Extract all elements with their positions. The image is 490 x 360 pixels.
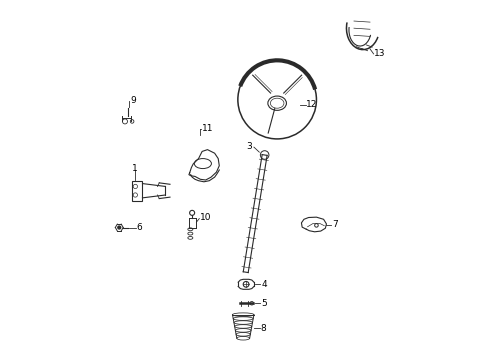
Text: 7: 7 bbox=[332, 220, 338, 229]
Text: 13: 13 bbox=[374, 49, 386, 58]
Text: 6: 6 bbox=[137, 223, 143, 232]
Text: 4: 4 bbox=[261, 280, 267, 289]
Text: 8: 8 bbox=[260, 324, 266, 333]
Text: 5: 5 bbox=[261, 299, 267, 308]
Text: 1: 1 bbox=[132, 164, 138, 173]
Text: 11: 11 bbox=[202, 124, 214, 133]
Text: 12: 12 bbox=[306, 100, 318, 109]
Circle shape bbox=[118, 226, 121, 229]
Text: 10: 10 bbox=[200, 213, 212, 222]
Text: 3: 3 bbox=[246, 142, 252, 151]
Text: 9: 9 bbox=[130, 96, 136, 105]
